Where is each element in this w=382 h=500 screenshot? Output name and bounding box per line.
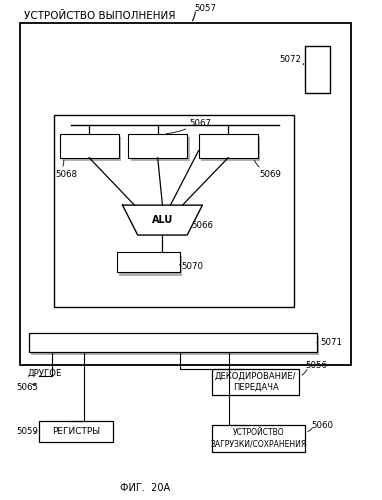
Text: УСТРОЙСТВО ВЫПОЛНЕНИЯ: УСТРОЙСТВО ВЫПОЛНЕНИЯ xyxy=(24,10,175,20)
Bar xyxy=(54,116,294,308)
Text: 5067: 5067 xyxy=(189,119,211,128)
Text: 5060: 5060 xyxy=(311,421,333,430)
Text: 5059: 5059 xyxy=(16,427,38,436)
Text: 5071: 5071 xyxy=(320,338,342,347)
Text: ДЕКОДИРОВАНИЕ/
ПЕРЕДАЧА: ДЕКОДИРОВАНИЕ/ ПЕРЕДАЧА xyxy=(215,372,296,392)
Text: 5072: 5072 xyxy=(279,56,301,64)
Text: 5066: 5066 xyxy=(191,221,213,230)
Polygon shape xyxy=(123,205,202,235)
Bar xyxy=(212,424,305,452)
Text: 5068: 5068 xyxy=(56,170,78,179)
Bar xyxy=(199,134,257,158)
Bar xyxy=(29,334,317,352)
Text: 5056: 5056 xyxy=(305,361,327,370)
Text: 5070: 5070 xyxy=(181,262,204,271)
Bar xyxy=(20,23,351,364)
Bar xyxy=(131,138,190,161)
Text: ФИГ.  20А: ФИГ. 20А xyxy=(120,484,170,494)
Bar xyxy=(305,46,330,93)
Text: 5057: 5057 xyxy=(195,4,217,13)
Bar xyxy=(117,252,180,272)
Bar xyxy=(128,134,187,158)
Bar xyxy=(62,138,121,161)
Text: РЕГИСТРЫ: РЕГИСТРЫ xyxy=(52,427,100,436)
Text: 5065: 5065 xyxy=(16,382,38,392)
Bar xyxy=(212,368,299,394)
Text: ALU: ALU xyxy=(152,215,173,225)
Bar xyxy=(201,138,260,161)
Text: УСТРОЙСТВО
ЗАГРУЗКИ/СОХРАНЕНИЯ: УСТРОЙСТВО ЗАГРУЗКИ/СОХРАНЕНИЯ xyxy=(210,428,307,448)
Bar xyxy=(31,336,319,354)
Bar xyxy=(39,421,113,442)
Bar xyxy=(60,134,119,158)
Text: ДРУГОЕ: ДРУГОЕ xyxy=(28,368,62,377)
Bar xyxy=(120,256,182,276)
Text: 5069: 5069 xyxy=(259,170,282,179)
